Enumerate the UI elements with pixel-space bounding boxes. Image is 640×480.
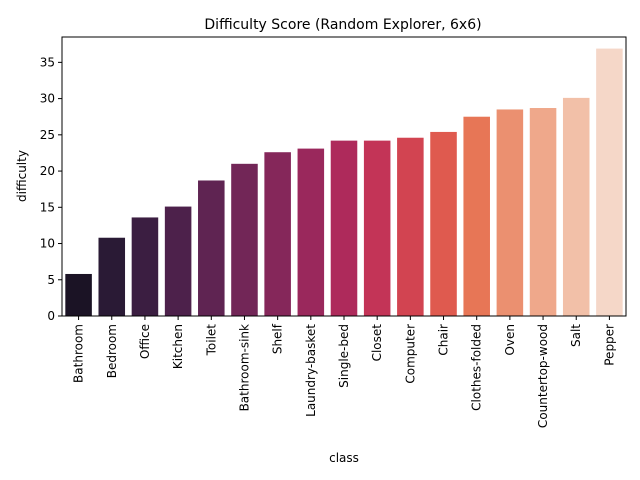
bar-single-bed — [330, 140, 358, 316]
x-tick-label: Closet — [370, 324, 384, 362]
x-tick-label: Single-bed — [337, 324, 351, 388]
y-tick-label: 0 — [47, 309, 55, 323]
x-tick-label: Oven — [503, 324, 517, 356]
x-tick-label: Clothes-folded — [470, 324, 484, 411]
y-tick-label: 25 — [40, 128, 55, 142]
bar-toilet — [198, 180, 225, 316]
x-tick-label: Countertop-wood — [536, 324, 550, 428]
bar-bathroom-sink — [231, 163, 258, 316]
x-tick-label: Chair — [437, 324, 451, 356]
bar-countertop-wood — [529, 108, 557, 316]
bar-oven — [496, 109, 524, 316]
x-axis-label: class — [329, 451, 359, 465]
bars-group — [65, 48, 623, 316]
y-tick-label: 15 — [40, 200, 55, 214]
y-tick-label: 5 — [47, 273, 55, 287]
x-tick-label: Toilet — [204, 324, 218, 357]
bar-pepper — [596, 48, 623, 316]
y-tick-label: 20 — [40, 164, 55, 178]
bar-computer — [397, 137, 424, 316]
bar-salt — [562, 97, 590, 316]
x-tick-label: Kitchen — [171, 324, 185, 369]
y-tick-label: 35 — [40, 55, 55, 69]
bar-shelf — [264, 152, 291, 316]
x-tick-label: Laundry-basket — [304, 324, 318, 417]
x-tick-label: Shelf — [271, 323, 285, 354]
y-axis: 0 5 10 15 20 25 30 35 — [40, 55, 62, 323]
x-tick-label: Bathroom — [72, 324, 86, 383]
y-axis-label: difficulty — [15, 150, 29, 202]
x-tick-label: Bathroom-sink — [237, 324, 251, 411]
chart-title: Difficulty Score (Random Explorer, 6x6) — [204, 17, 481, 33]
plot-frame — [61, 36, 627, 317]
x-tick-label: Pepper — [602, 324, 616, 366]
bar-bathroom — [65, 273, 92, 316]
bar-chair — [430, 131, 457, 316]
x-tick-label: Bedroom — [105, 324, 119, 378]
bar-laundry-basket — [297, 148, 325, 316]
x-axis: Bathroom Bedroom Office Kitchen Toilet Bathro… — [72, 316, 616, 428]
x-tick-label: Computer — [403, 324, 417, 384]
bar-closet — [363, 140, 391, 316]
y-tick-label: 30 — [40, 92, 55, 106]
bar-clothes-folded — [463, 116, 490, 316]
y-tick-label: 10 — [40, 237, 55, 251]
x-tick-label: Salt — [569, 324, 583, 347]
bar-kitchen — [164, 206, 192, 316]
x-tick-label: Office — [138, 324, 152, 359]
bar-office — [131, 217, 159, 316]
bar-bedroom — [98, 237, 126, 316]
